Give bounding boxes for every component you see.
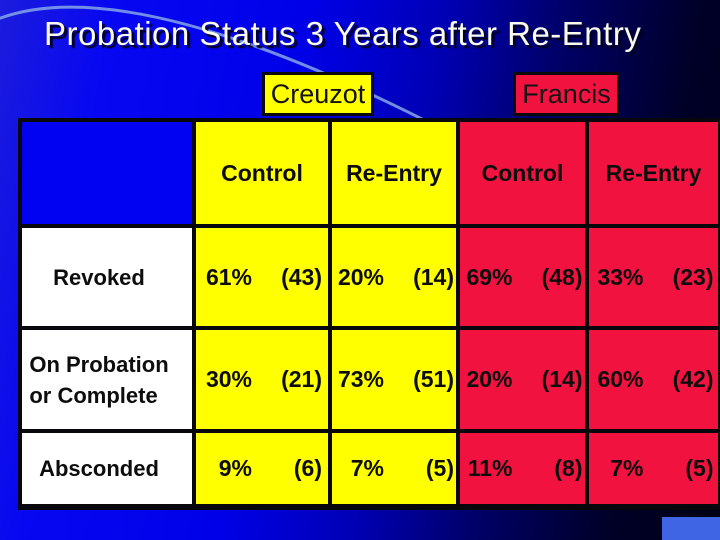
- header-creuzot-reentry: Re-Entry: [332, 122, 456, 224]
- header-label: Re-Entry: [346, 159, 442, 186]
- header-francis-control: Control: [460, 122, 585, 224]
- cell-value: 69% (48): [466, 263, 583, 290]
- table-cell-absconded-creuzot-control: 9% (6): [196, 433, 328, 504]
- header-creuzot-control: Control: [196, 122, 328, 224]
- row-label-on-probation-or-complete: On Probation or Complete: [22, 330, 192, 429]
- header-corner-cell: [22, 122, 192, 224]
- cell-value: 33% (23): [597, 263, 714, 290]
- row-label-text: Absconded: [39, 456, 159, 481]
- row-label-text: On Probation or Complete: [29, 351, 169, 408]
- table-cell-onprobation-francis-control: 20% (14): [460, 330, 585, 429]
- table-cell-absconded-francis-control: 11% (8): [460, 433, 585, 504]
- table-cell-absconded-francis-reentry: 7% (5): [589, 433, 718, 504]
- cell-value: 7% (5): [610, 455, 714, 481]
- header-label: Re-Entry: [605, 159, 702, 186]
- probation-status-table: Control Re-Entry Control Re-Entry Revoke…: [18, 118, 720, 510]
- cell-value: 9% (6): [218, 455, 322, 481]
- cell-value: 11% (8): [467, 455, 583, 481]
- table-cell-onprobation-creuzot-reentry: 73% (51): [332, 330, 456, 429]
- cell-value: 73% (51): [337, 366, 454, 392]
- table-cell-absconded-creuzot-reentry: 7% (5): [332, 433, 456, 504]
- table-cell-revoked-creuzot-reentry: 20% (14): [332, 228, 456, 326]
- slide-title: Probation Status 3 Years after Re-Entry: [44, 15, 642, 52]
- table-cell-onprobation-francis-reentry: 60% (42): [589, 330, 718, 429]
- cell-value: 20% (14): [466, 366, 583, 392]
- table-cell-revoked-creuzot-control: 61% (43): [196, 228, 328, 326]
- cell-value: 20% (14): [337, 263, 454, 290]
- cell-value: 60% (42): [597, 366, 714, 392]
- slide-footer-accent: [662, 517, 720, 540]
- header-label: Control: [221, 159, 303, 186]
- table-cell-revoked-francis-reentry: 33% (23): [589, 228, 718, 326]
- header-francis-reentry: Re-Entry: [589, 122, 718, 224]
- cell-value: 61% (43): [205, 263, 322, 290]
- header-label: Control: [481, 159, 564, 186]
- cell-value: 7% (5): [350, 455, 454, 481]
- cell-value: 30% (21): [205, 366, 322, 392]
- group-label-francis: Francis: [513, 72, 620, 116]
- table-cell-revoked-francis-control: 69% (48): [460, 228, 585, 326]
- table-cell-onprobation-creuzot-control: 30% (21): [196, 330, 328, 429]
- row-label-text: Revoked: [53, 264, 145, 290]
- row-label-absconded: Absconded: [22, 433, 192, 504]
- group-label-creuzot: Creuzot: [262, 72, 374, 116]
- row-label-revoked: Revoked: [22, 228, 192, 326]
